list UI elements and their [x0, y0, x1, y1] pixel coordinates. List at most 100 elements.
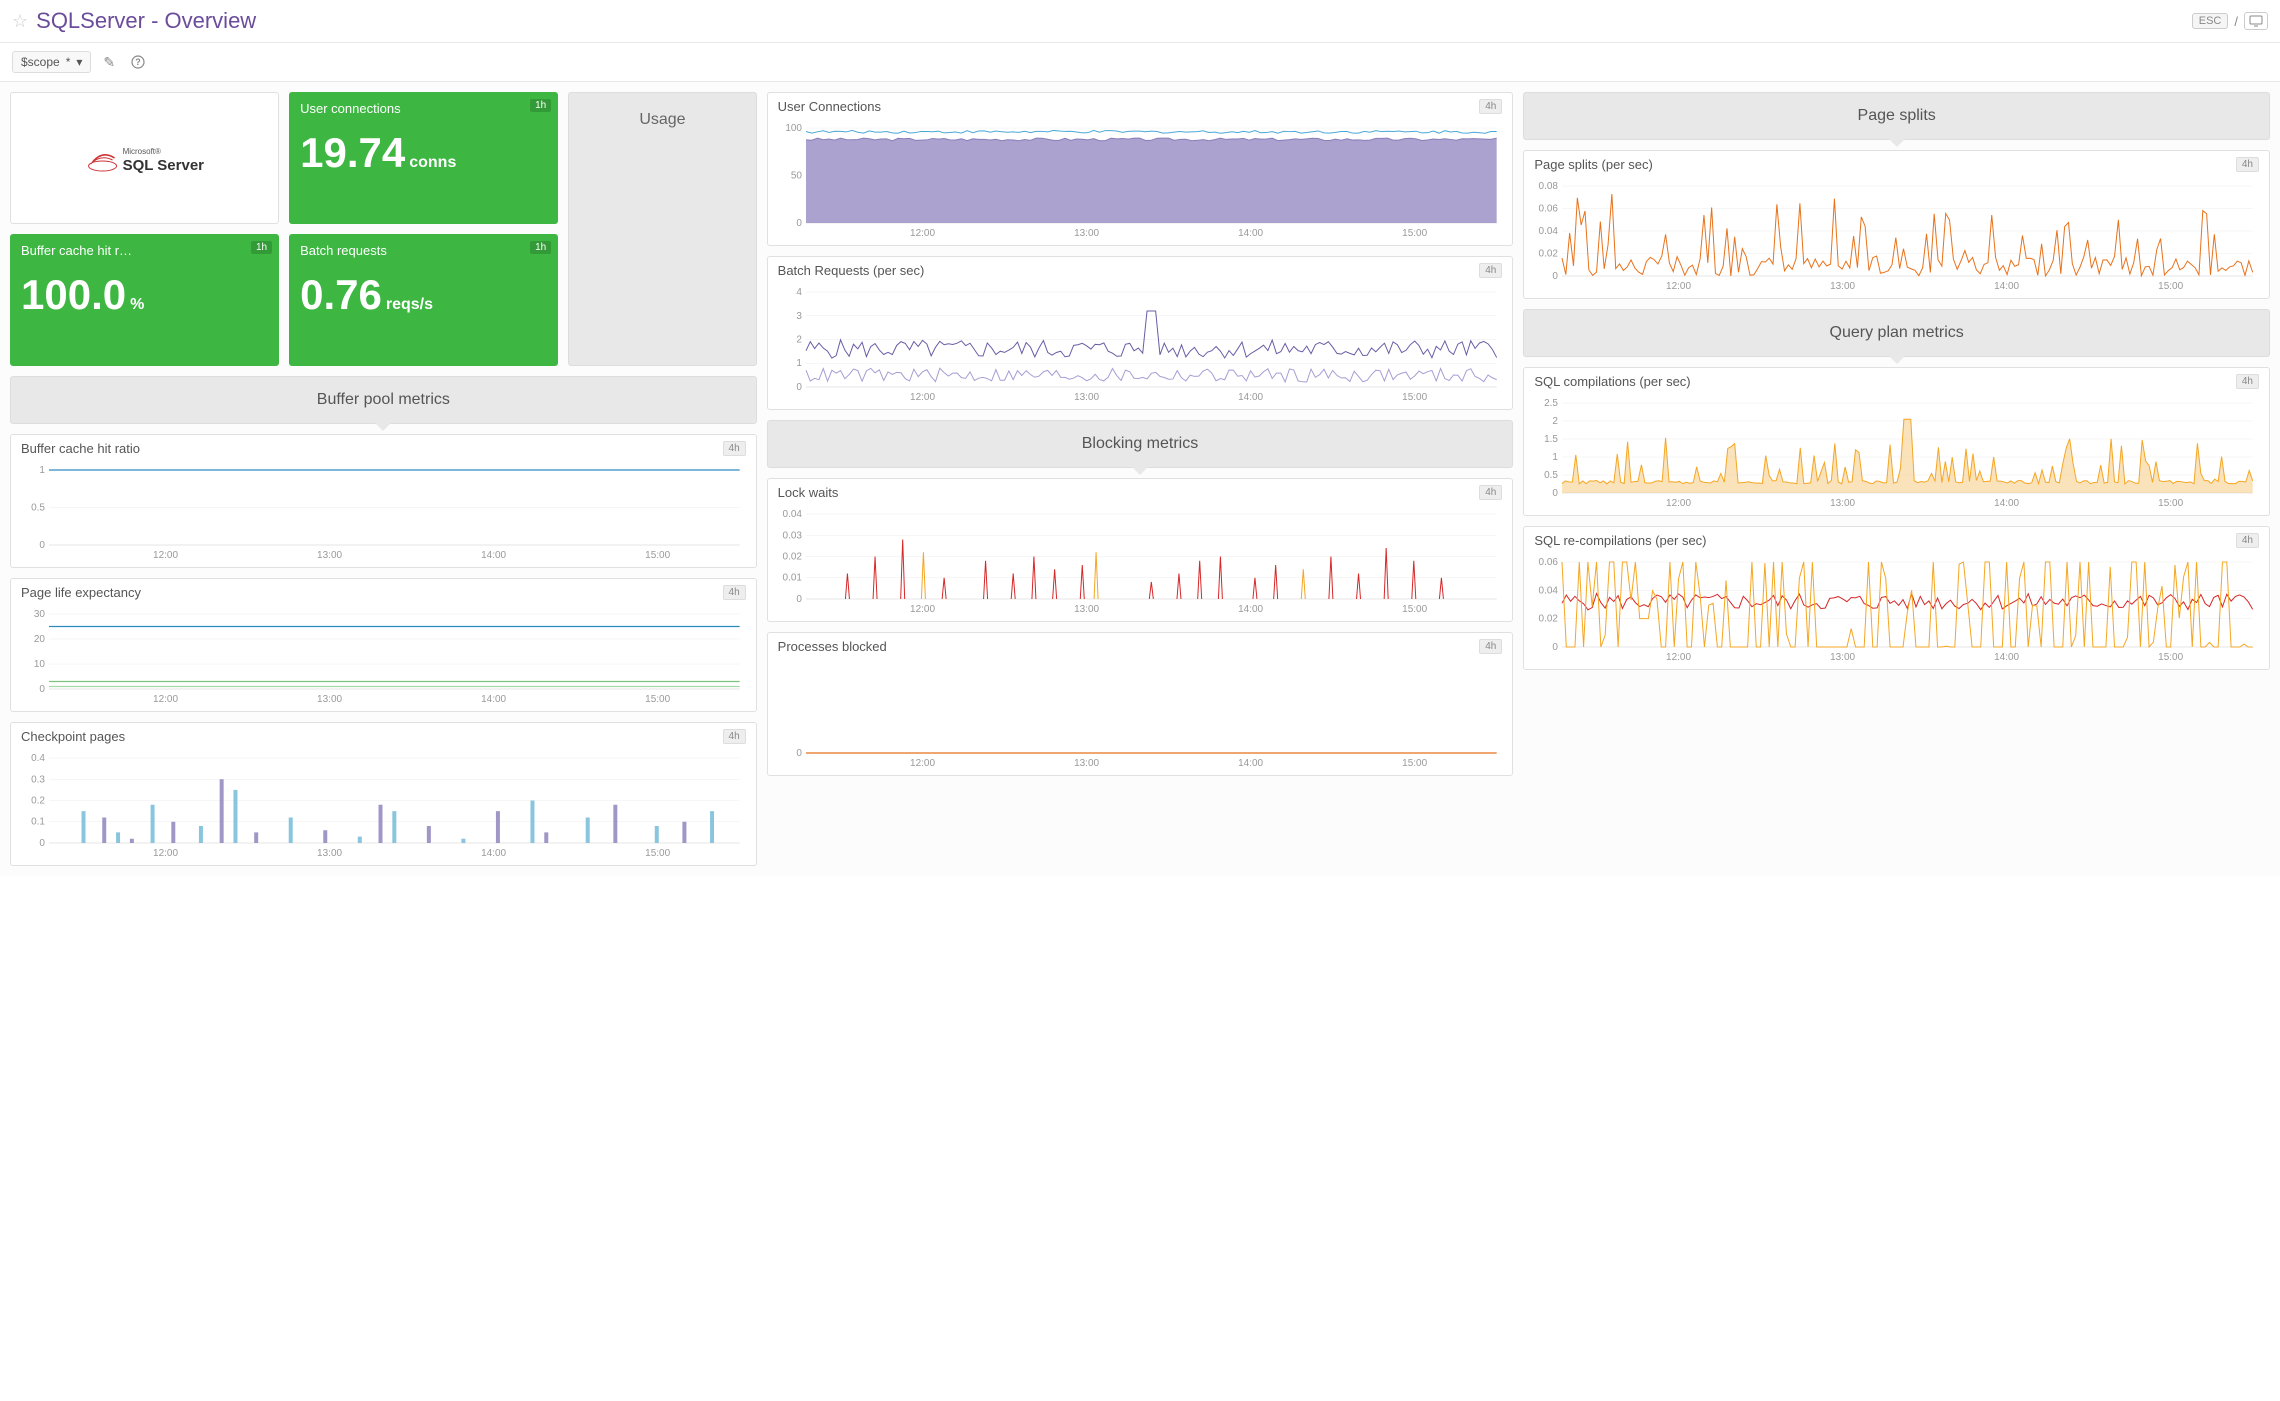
- checkpoint-pages-chart[interactable]: Checkpoint pages 4h 0.10.20.30.4012:0013…: [10, 722, 757, 866]
- separator: /: [2234, 14, 2238, 29]
- svg-text:0.01: 0.01: [782, 573, 802, 584]
- buffer-cache-ratio-chart[interactable]: Buffer cache hit ratio 4h 0.51012:0013:0…: [10, 434, 757, 568]
- svg-text:0: 0: [796, 748, 802, 759]
- chart-title: Batch Requests (per sec): [778, 263, 925, 278]
- tile-value: 19.74: [300, 132, 405, 174]
- esc-badge[interactable]: ESC: [2192, 13, 2229, 29]
- svg-text:0: 0: [39, 540, 45, 551]
- header-right: ESC /: [2192, 12, 2268, 30]
- svg-text:0.04: 0.04: [782, 510, 802, 520]
- lock-waits-chart[interactable]: Lock waits 4h 0.010.020.030.04012:0013:0…: [767, 478, 1514, 622]
- svg-text:0.5: 0.5: [1544, 470, 1558, 481]
- svg-text:20: 20: [34, 634, 46, 645]
- svg-text:13:00: 13:00: [1830, 498, 1855, 509]
- svg-text:0.04: 0.04: [1539, 585, 1559, 596]
- svg-text:0.2: 0.2: [31, 796, 45, 807]
- chart-badge: 4h: [723, 441, 746, 456]
- svg-text:0: 0: [39, 838, 45, 849]
- chart-title: Checkpoint pages: [21, 729, 125, 744]
- svg-text:2: 2: [796, 335, 802, 346]
- chevron-down-icon: ▾: [76, 55, 82, 69]
- svg-text:100: 100: [785, 124, 802, 134]
- svg-text:0.06: 0.06: [1539, 558, 1559, 568]
- scope-selector[interactable]: $scope * ▾: [12, 51, 91, 73]
- svg-text:13:00: 13:00: [1830, 652, 1855, 663]
- monitor-icon[interactable]: [2244, 12, 2268, 30]
- page-title: SQLServer - Overview: [36, 8, 256, 34]
- chart-badge: 4h: [2236, 157, 2259, 172]
- svg-text:1: 1: [39, 466, 45, 476]
- svg-text:4: 4: [796, 288, 802, 298]
- svg-text:0.04: 0.04: [1539, 226, 1559, 237]
- tile-title: User connections: [290, 93, 557, 124]
- time-badge: 1h: [530, 241, 551, 254]
- user-connections-chart[interactable]: User Connections 4h 50100012:0013:0014:0…: [767, 92, 1514, 246]
- sql-recompilations-chart[interactable]: SQL re-compilations (per sec) 4h 0.020.0…: [1523, 526, 2270, 670]
- processes-blocked-chart[interactable]: Processes blocked 4h 012:0013:0014:0015:…: [767, 632, 1514, 776]
- svg-text:3: 3: [796, 311, 802, 322]
- dashboard: Microsoft® SQL Server User connections 1…: [0, 82, 2280, 876]
- chart-badge: 4h: [2236, 374, 2259, 389]
- svg-text:2: 2: [1553, 416, 1559, 427]
- svg-text:15:00: 15:00: [1402, 392, 1427, 403]
- svg-text:15:00: 15:00: [1402, 758, 1427, 769]
- tile-title: Buffer cache hit r…: [11, 235, 278, 266]
- svg-text:0.06: 0.06: [1539, 204, 1559, 215]
- tile-unit: conns: [409, 155, 456, 171]
- svg-text:13:00: 13:00: [1074, 392, 1099, 403]
- svg-text:12:00: 12:00: [910, 758, 935, 769]
- svg-text:2.5: 2.5: [1544, 399, 1558, 409]
- logo-main-text: SQL Server: [123, 157, 205, 174]
- svg-text:50: 50: [791, 171, 803, 182]
- svg-text:14:00: 14:00: [1994, 652, 2019, 663]
- svg-text:30: 30: [34, 610, 46, 620]
- pencil-icon[interactable]: ✎: [99, 54, 119, 71]
- chart-title: SQL re-compilations (per sec): [1534, 533, 1706, 548]
- svg-text:1: 1: [796, 358, 802, 369]
- svg-text:0.02: 0.02: [1539, 248, 1559, 259]
- svg-text:14:00: 14:00: [481, 694, 506, 705]
- chart-badge: 4h: [723, 585, 746, 600]
- svg-text:0.1: 0.1: [31, 817, 45, 828]
- chart-title: Page splits (per sec): [1534, 157, 1653, 172]
- chart-badge: 4h: [1479, 263, 1502, 278]
- chart-title: Lock waits: [778, 485, 839, 500]
- svg-text:12:00: 12:00: [1666, 652, 1691, 663]
- batch-requests-tile[interactable]: Batch requests 1h 0.76 reqs/s: [289, 234, 558, 366]
- svg-text:15:00: 15:00: [1402, 228, 1427, 239]
- svg-text:15:00: 15:00: [2158, 652, 2183, 663]
- batch-requests-chart[interactable]: Batch Requests (per sec) 4h 1234012:0013…: [767, 256, 1514, 410]
- svg-text:12:00: 12:00: [153, 848, 178, 859]
- tile-title: Batch requests: [290, 235, 557, 266]
- page-splits-chart[interactable]: Page splits (per sec) 4h 0.020.040.060.0…: [1523, 150, 2270, 299]
- help-icon[interactable]: ?: [127, 55, 149, 69]
- svg-text:14:00: 14:00: [1238, 228, 1263, 239]
- page-splits-section-header: Page splits: [1523, 92, 2270, 140]
- svg-text:12:00: 12:00: [910, 228, 935, 239]
- buffer-cache-tile[interactable]: Buffer cache hit r… 1h 100.0 %: [10, 234, 279, 366]
- query-plan-section-header: Query plan metrics: [1523, 309, 2270, 357]
- tile-value: 0.76: [300, 274, 382, 316]
- svg-text:14:00: 14:00: [481, 848, 506, 859]
- user-connections-tile[interactable]: User connections 1h 19.74 conns: [289, 92, 558, 224]
- svg-text:14:00: 14:00: [481, 550, 506, 561]
- sql-compilations-chart[interactable]: SQL compilations (per sec) 4h 0.511.522.…: [1523, 367, 2270, 516]
- svg-text:15:00: 15:00: [2158, 281, 2183, 292]
- tile-unit: reqs/s: [386, 297, 433, 313]
- svg-text:0: 0: [796, 218, 802, 229]
- svg-text:0: 0: [1553, 271, 1559, 282]
- toolbar: $scope * ▾ ✎ ?: [0, 43, 2280, 82]
- svg-text:14:00: 14:00: [1238, 392, 1263, 403]
- star-icon[interactable]: ☆: [12, 11, 28, 32]
- svg-text:14:00: 14:00: [1238, 758, 1263, 769]
- svg-text:0.3: 0.3: [31, 774, 45, 785]
- svg-text:13:00: 13:00: [1074, 228, 1099, 239]
- svg-text:0: 0: [796, 594, 802, 605]
- svg-text:0.4: 0.4: [31, 754, 45, 764]
- page-life-chart[interactable]: Page life expectancy 4h 102030012:0013:0…: [10, 578, 757, 712]
- chart-title: Buffer cache hit ratio: [21, 441, 140, 456]
- logo-tile: Microsoft® SQL Server: [10, 92, 279, 224]
- usage-label: Usage: [639, 111, 685, 129]
- svg-text:12:00: 12:00: [910, 392, 935, 403]
- svg-text:14:00: 14:00: [1994, 281, 2019, 292]
